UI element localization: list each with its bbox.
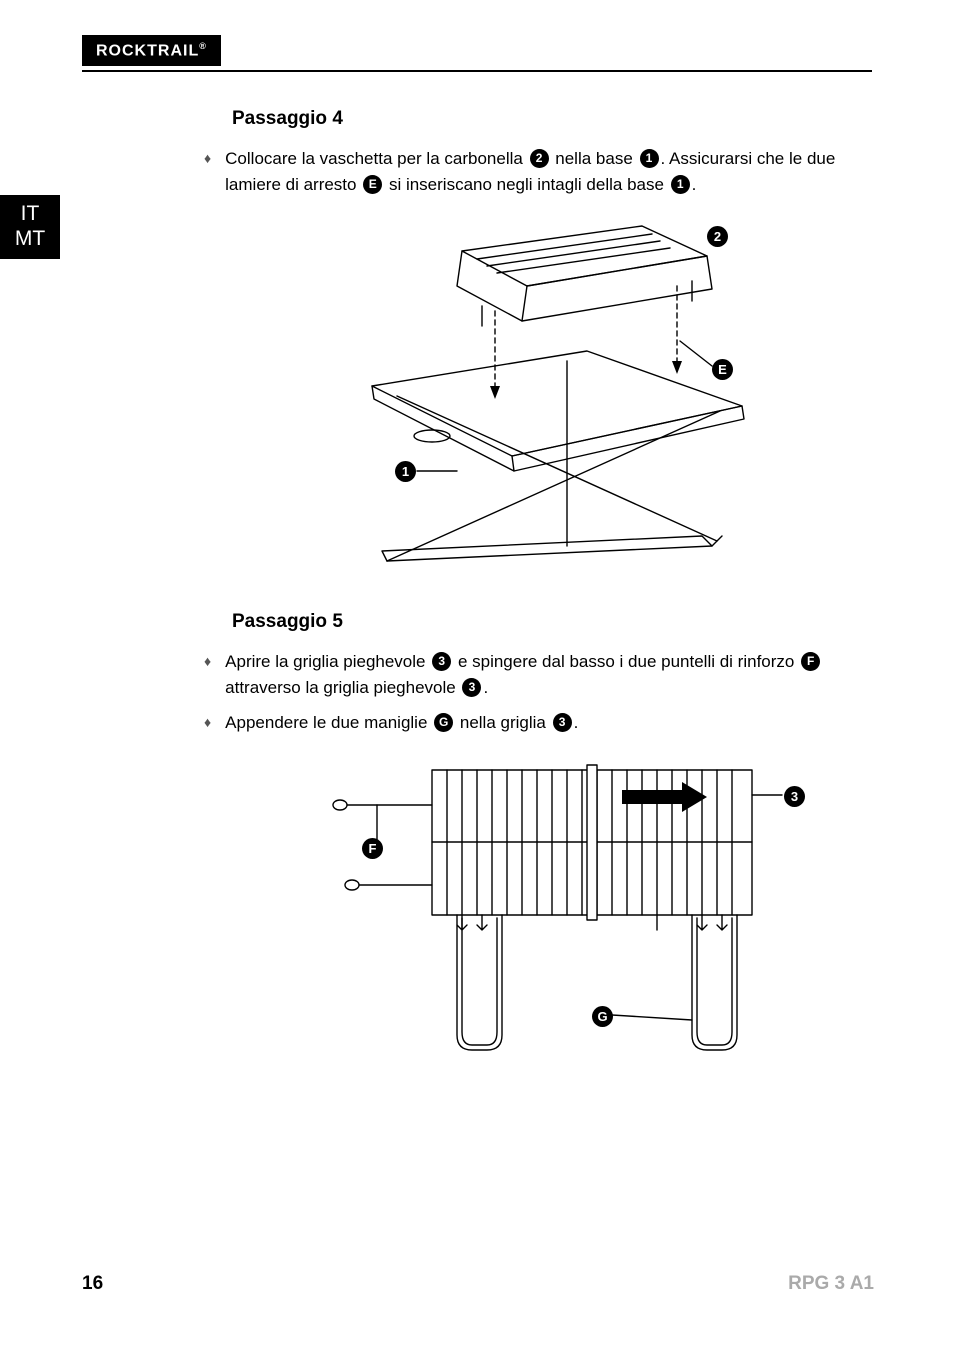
ref-1b: 1 [671, 175, 690, 194]
figure-step5: 3 F G [232, 750, 872, 1070]
step5-text1: Aprire la griglia pieghevole 3 e spinger… [225, 649, 872, 700]
ref-f: F [801, 652, 820, 671]
lang-mt: MT [0, 226, 60, 251]
ref-3c: 3 [553, 713, 572, 732]
callout-e: E [712, 359, 733, 380]
callout-g: G [592, 1006, 613, 1027]
ref-1: 1 [640, 149, 659, 168]
lang-it: IT [0, 201, 60, 226]
ref-g: G [434, 713, 453, 732]
page-number: 16 [82, 1273, 103, 1295]
callout-3: 3 [784, 786, 805, 807]
ref-2: 2 [530, 149, 549, 168]
callout-2: 2 [707, 226, 728, 247]
callout-1: 1 [395, 461, 416, 482]
step4-bullet: ♦ Collocare la vaschetta per la carbonel… [204, 146, 872, 197]
step4-text: Collocare la vaschetta per la carbonella… [225, 146, 872, 197]
callout-f: F [362, 838, 383, 859]
ref-3: 3 [432, 652, 451, 671]
top-rule [82, 70, 872, 72]
step4-title: Passaggio 4 [232, 108, 872, 130]
figure-step4: 2 E 1 [232, 211, 872, 571]
main-content: Passaggio 4 ♦ Collocare la vaschetta per… [232, 108, 872, 1110]
step5-title: Passaggio 5 [232, 611, 872, 633]
step5-text2: Appendere le due maniglie G nella grigli… [225, 710, 872, 736]
step5-bullet2: ♦ Appendere le due maniglie G nella grig… [204, 710, 872, 736]
bullet-icon: ♦ [204, 653, 211, 669]
brand-text: ROCKTRAIL [96, 42, 199, 59]
bullet-icon: ♦ [204, 150, 211, 166]
diagram-grill-grid [262, 750, 822, 1070]
diagram-charcoal-tray [282, 211, 802, 571]
ref-e: E [363, 175, 382, 194]
language-tab: IT MT [0, 195, 60, 259]
bullet-icon: ♦ [204, 714, 211, 730]
brand-badge: ROCKTRAIL® [82, 35, 221, 66]
ref-3b: 3 [462, 678, 481, 697]
model-code: RPG 3 A1 [788, 1273, 874, 1295]
step5-bullet1: ♦ Aprire la griglia pieghevole 3 e sping… [204, 649, 872, 700]
